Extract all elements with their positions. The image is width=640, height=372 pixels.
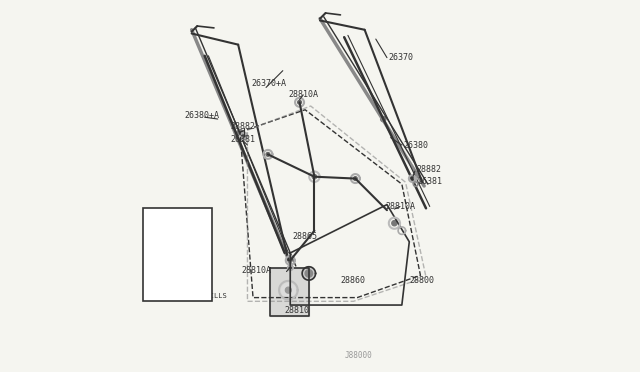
- Text: 28882: 28882: [230, 122, 255, 131]
- Polygon shape: [237, 129, 243, 135]
- Text: 28860: 28860: [340, 276, 365, 285]
- Polygon shape: [266, 153, 270, 156]
- Text: 28800: 28800: [410, 276, 435, 285]
- Text: 28810A: 28810A: [242, 266, 272, 275]
- Polygon shape: [282, 283, 295, 297]
- Text: 26370+A: 26370+A: [251, 79, 286, 88]
- Polygon shape: [243, 134, 245, 137]
- Text: WIPER BLADE REFILLS: WIPER BLADE REFILLS: [146, 293, 227, 299]
- Polygon shape: [285, 287, 291, 293]
- Polygon shape: [305, 270, 312, 277]
- Polygon shape: [312, 174, 317, 179]
- Text: 28810A: 28810A: [289, 90, 318, 99]
- Text: 26380+A: 26380+A: [184, 111, 220, 120]
- Text: 26370: 26370: [389, 53, 414, 62]
- Polygon shape: [289, 259, 292, 262]
- Text: 26373P: 26373P: [170, 226, 197, 235]
- Text: 26380: 26380: [404, 141, 429, 150]
- Polygon shape: [392, 221, 397, 226]
- Text: J88000: J88000: [344, 351, 372, 360]
- Text: 28882: 28882: [416, 165, 441, 174]
- Text: DRIVER: DRIVER: [168, 267, 195, 276]
- Polygon shape: [270, 268, 309, 316]
- Text: 28810: 28810: [285, 306, 310, 315]
- Text: ASSIST: ASSIST: [170, 234, 197, 243]
- Text: 26373M: 26373M: [168, 260, 195, 269]
- Polygon shape: [298, 100, 301, 104]
- Polygon shape: [381, 116, 386, 122]
- Bar: [143, 208, 212, 301]
- Text: 26381: 26381: [417, 177, 442, 186]
- Polygon shape: [411, 177, 413, 180]
- Text: 28810A: 28810A: [385, 202, 415, 211]
- Polygon shape: [302, 267, 316, 280]
- Text: 28865: 28865: [292, 232, 317, 241]
- Polygon shape: [353, 177, 357, 180]
- Text: 26381: 26381: [231, 135, 256, 144]
